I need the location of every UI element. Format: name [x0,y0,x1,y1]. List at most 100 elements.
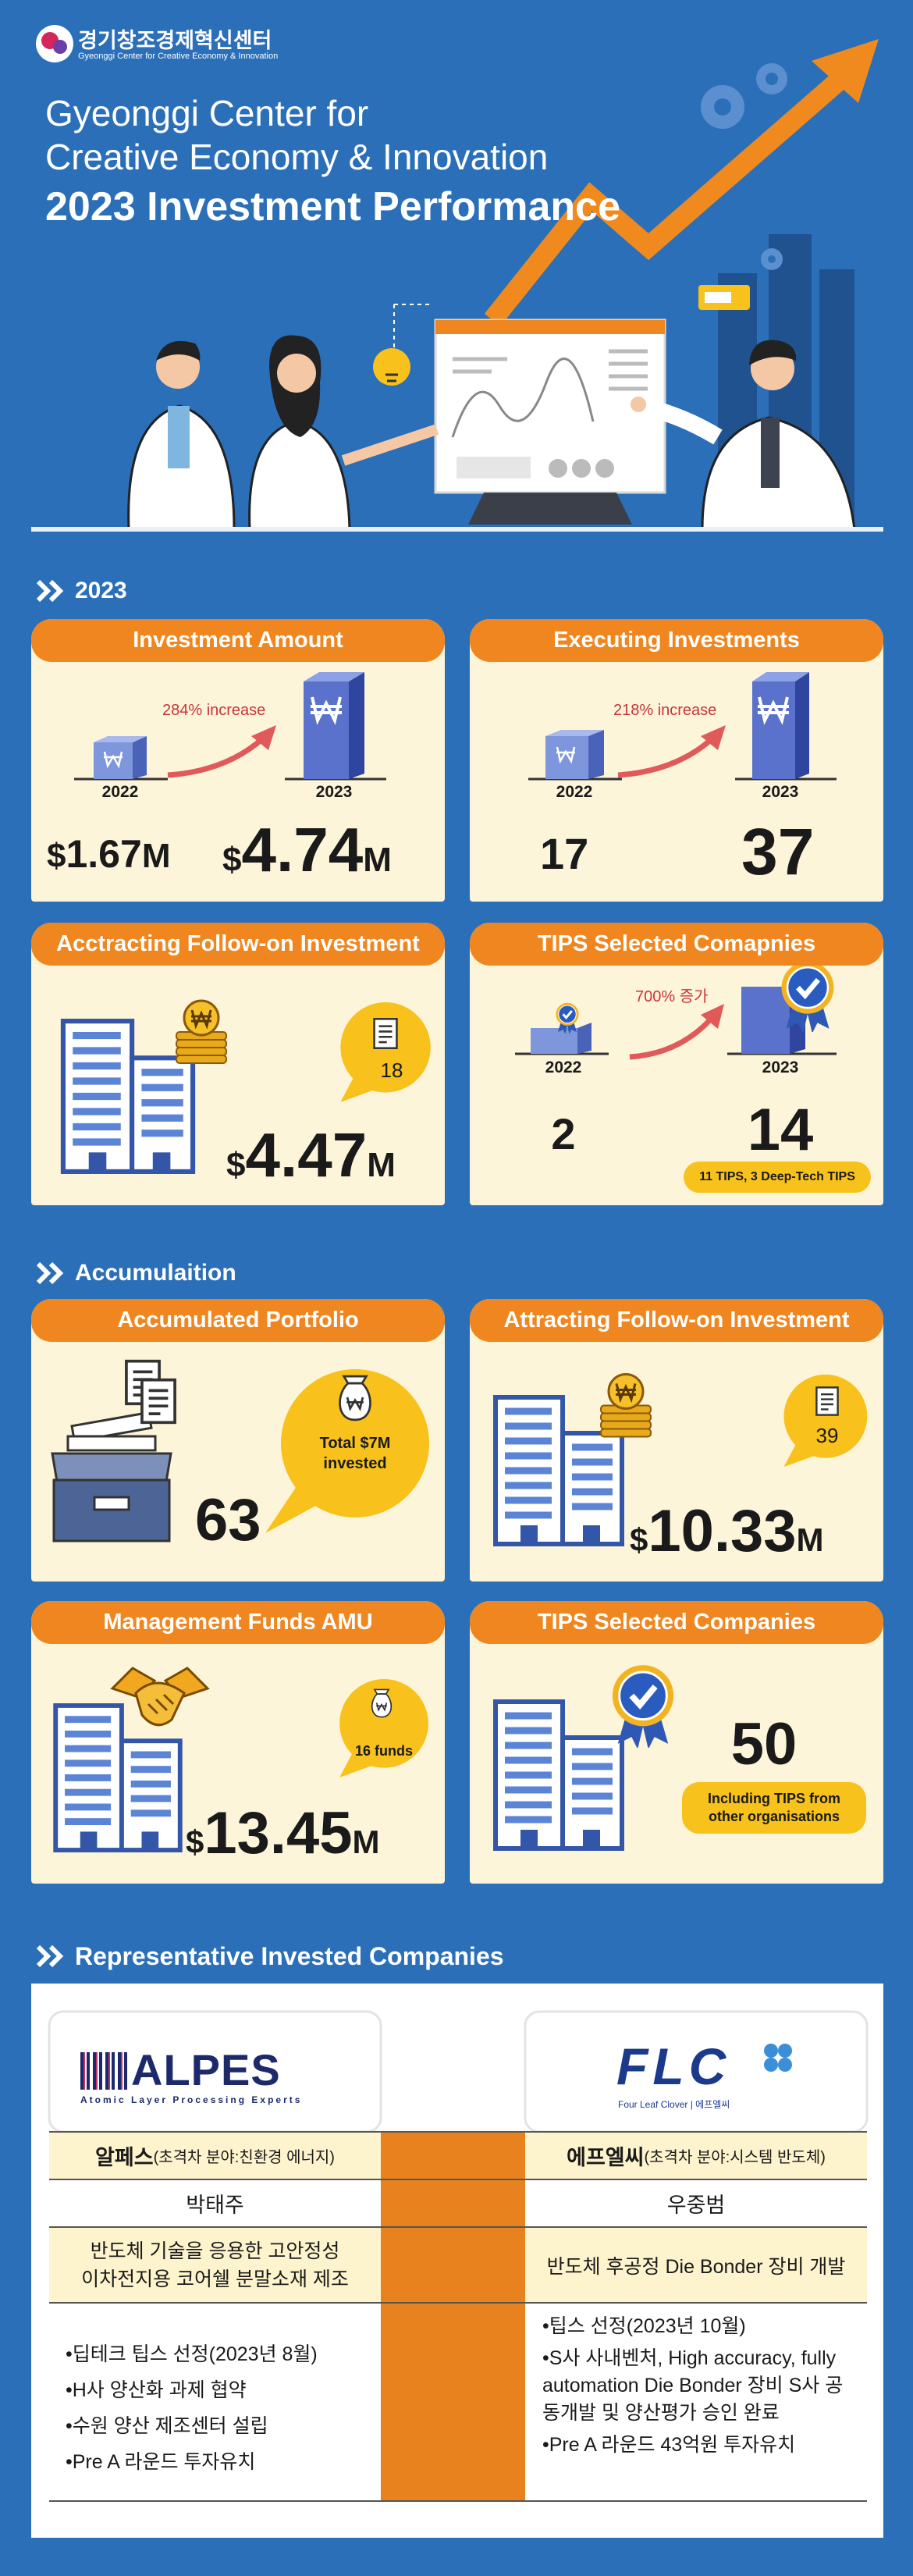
icon-shape [133,736,147,779]
icon-shape [764,2058,778,2072]
company-logo: ALPES [131,2045,281,2094]
value-number: 13.45 [204,1800,353,1866]
value-prefix: $ [186,1823,204,1860]
description-line: 반도체 후공정 Die Bonder 장비 개발 [546,2255,846,2278]
icon-shape [613,1665,673,1749]
icon-shape [782,962,834,1034]
value: 63 [195,1487,261,1553]
company-highlights: •팁스 선정(2023년 10월) •S사 사내벤처, High accurac… [542,2313,858,2459]
card-title: Executing Investments [470,619,883,662]
icon-shape [752,681,795,779]
icon-shape [714,98,731,116]
icon-shape [766,73,778,85]
icon-shape [638,397,723,445]
icon-shape [96,2052,98,2090]
value-suffix: M [367,1146,396,1184]
icon-shape [121,2052,123,2090]
icon-shape [140,1378,176,1425]
card-title: TIPS Selected Comapnies [470,923,883,966]
icon-shape [80,2052,83,2090]
icon-shape [549,459,614,478]
year-label: 2023 [315,783,353,801]
icon-shape [281,1369,429,1517]
icon-shape [764,2044,778,2058]
icon-shape [556,746,576,764]
company-logo: FLC [616,2037,731,2095]
value-suffix: M [363,841,392,879]
icon-shape [38,582,60,600]
icon-shape [304,672,364,681]
icon-shape [93,2052,96,2090]
icon-shape [118,2052,121,2090]
company-description: 반도체 기술을 응용한 고안정성 이차전지용 코어쉘 분말소재 제조 [49,2227,381,2303]
icon-shape [778,2058,792,2072]
value-prefix: $ [226,1146,246,1184]
header-illustration [31,25,883,532]
icon-shape [168,406,190,468]
year-label: 2023 [762,1059,799,1076]
icon-shape [87,2052,90,2090]
company-logo-subtitle: Atomic Layer Processing Experts [80,2094,303,2105]
icon-shape [105,2052,108,2090]
icon-shape [768,255,776,263]
increase-label: 284% increase [162,702,266,719]
icon-shape [265,1486,320,1533]
icon-shape [112,2052,115,2090]
bubble-text: Total $7M invested [319,1435,391,1472]
icon-shape [749,340,797,365]
icon-shape [545,730,604,736]
company-logo-subtitle: Four Leaf Clover | 에프엘씨 [618,2099,730,2110]
stat-card: Investment Amount 284% increase 2022 202… [31,619,445,902]
company-ceo: 우중범 [666,2194,726,2217]
highlight: •Pre A 라운드 투자유치 [66,2451,256,2473]
table-graphic [48,2010,869,2502]
year-label: 2022 [556,783,593,801]
value-prefix: $ [630,1521,648,1558]
section-heading: 2023 [36,575,127,607]
section-heading: Accumulaition [36,1258,236,1289]
value-number: 4.74 [241,815,364,884]
icon-shape [714,73,778,263]
note-pill: 11 TIPS, 3 Deep-Tech TIPS [684,1162,871,1193]
card-title: Investment Amount [31,619,445,662]
company-ceo: 박태주 [186,2194,244,2217]
icon-shape [340,1002,431,1102]
icon-shape [599,1372,652,1439]
icon-shape [83,2052,85,2090]
icon-shape [251,725,276,750]
value: $13.45M [186,1799,380,1867]
badge-label: 16 funds [354,1743,413,1759]
icon-shape [51,1411,172,1542]
icon-shape [111,1667,209,1727]
company-description: 반도체 후공정 Die Bonder 장비 개발 [525,2227,867,2303]
title-line: Creative Economy & Innovation [45,137,549,177]
card-title: Accumulated Portfolio [31,1299,445,1342]
company-field: (초격차 분야:친환경 에너지) [153,2149,335,2166]
title-highlight: 2023 Investment Performance [45,184,621,229]
icon-shape [99,2052,102,2090]
highlight: •수원 양산 제조센터 설립 [66,2415,268,2437]
logo-subtitle: Gyeonggi Center for Creative Economy & I… [78,52,279,61]
icon-shape [741,987,790,1054]
highlight: •H사 양산화 과제 협약 [66,2379,247,2401]
icon-shape [496,1702,622,1848]
company-table: ALPES Atomic Layer Processing Experts FL… [31,1984,883,2538]
highlight: •팁스 선정(2023년 10월) [542,2315,746,2337]
company-name-cell: 에프엘씨 (초격차 분야:시스템 반도체) [525,2132,867,2179]
year-label: 2023 [762,783,799,801]
icon-shape [778,2044,792,2058]
value-number: 10.33 [648,1498,797,1564]
icon-shape [373,348,410,386]
icon-shape [549,459,567,478]
value-suffix: M [796,1521,824,1558]
value-suffix: M [352,1823,380,1860]
icon-shape [94,736,147,742]
highlight: •Pre A 라운드 43억원 투자유치 [542,2434,796,2456]
section-title: Accumulaition [75,1260,236,1286]
company-name: 알페스 [95,2146,154,2169]
value-prefix: $ [222,841,242,879]
icon-shape [83,2052,123,2090]
company-name: 에프엘씨 [567,2146,645,2169]
icon-shape [815,1386,839,1416]
company-name-cell: 알페스 (초격차 분야:친환경 에너지) [49,2132,381,2179]
